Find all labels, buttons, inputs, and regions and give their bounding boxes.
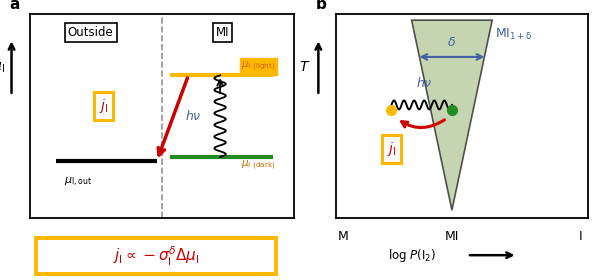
Text: $\mu_{\rm I\ (dark)}$: $\mu_{\rm I\ (dark)}$ <box>241 158 275 172</box>
Text: $\mu_{\rm I}$: $\mu_{\rm I}$ <box>0 60 5 75</box>
Text: T: T <box>299 60 307 74</box>
Text: $\mu_{\rm I,out}$: $\mu_{\rm I,out}$ <box>64 176 92 188</box>
Text: $j_{\rm I}$: $j_{\rm I}$ <box>387 140 396 158</box>
Text: a: a <box>9 0 19 12</box>
Text: $j_{\rm I} \propto -\sigma_{\rm I}^{\delta}\Delta\mu_{\rm I}$: $j_{\rm I} \propto -\sigma_{\rm I}^{\del… <box>113 245 199 268</box>
Text: $j_{\rm I}$: $j_{\rm I}$ <box>99 97 109 115</box>
Text: $\delta$: $\delta$ <box>448 36 457 49</box>
Text: $\mu_{\rm I\ (light)}$: $\mu_{\rm I\ (light)}$ <box>241 60 275 73</box>
Text: log $P$(I$_2$): log $P$(I$_2$) <box>388 247 436 264</box>
Text: MI: MI <box>445 230 459 243</box>
Text: b: b <box>316 0 327 12</box>
Text: M: M <box>338 230 349 243</box>
Text: $h\nu$: $h\nu$ <box>416 76 433 90</box>
Text: MI: MI <box>216 26 229 39</box>
Text: I: I <box>578 230 582 243</box>
Text: $\rm MI_{1+\delta}$: $\rm MI_{1+\delta}$ <box>495 27 533 42</box>
Polygon shape <box>412 20 492 210</box>
Text: Outside: Outside <box>68 26 113 39</box>
Text: $h\nu$: $h\nu$ <box>185 109 202 123</box>
